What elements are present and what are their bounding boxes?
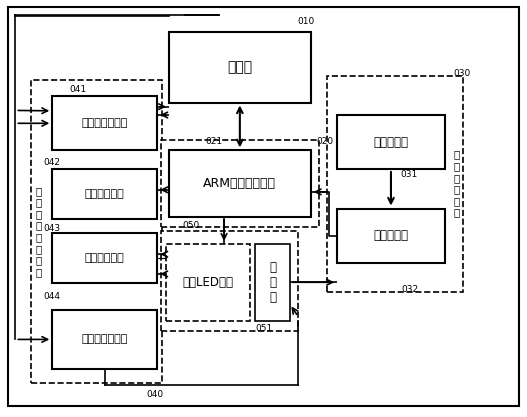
Text: 051: 051 [255,324,272,333]
Bar [31,80,162,383]
Text: 043: 043 [44,224,61,233]
Text: 021: 021 [206,137,223,146]
Bar [52,96,158,150]
Bar [337,115,445,169]
Text: 恒流源控制模块: 恒流源控制模块 [82,118,128,128]
Text: 光谱仪模块: 光谱仪模块 [374,229,408,242]
Text: 加热及温控模块: 加热及温控模块 [82,334,128,344]
Text: 041: 041 [69,85,86,94]
Text: 数据采集模块: 数据采集模块 [85,254,125,264]
Bar [337,208,445,263]
Text: 030: 030 [454,68,471,78]
Text: 042: 042 [44,158,61,167]
Text: 050: 050 [182,221,199,230]
Text: 光
学
测
试
系
统: 光 学 测 试 系 统 [454,150,460,218]
Bar [166,244,250,321]
Text: 010: 010 [298,17,315,25]
Text: 计算机: 计算机 [227,60,252,74]
Bar [169,150,311,217]
Text: 待测LED器件: 待测LED器件 [183,276,234,289]
Bar [169,32,311,103]
Text: ARM控制电路模块: ARM控制电路模块 [203,177,276,190]
Text: 032: 032 [401,285,418,294]
Text: 温度测量模块: 温度测量模块 [85,189,125,199]
Text: 044: 044 [44,292,61,301]
Bar [255,244,290,321]
Bar [52,234,158,283]
Text: 积分球模块: 积分球模块 [374,136,408,148]
Text: 瞬
态
热
学
测
试
系
统: 瞬 态 热 学 测 试 系 统 [35,186,42,277]
Text: 恒
温
槽: 恒 温 槽 [269,261,276,304]
Bar [52,169,158,219]
Text: 031: 031 [400,171,417,179]
Text: 040: 040 [147,390,164,399]
Bar [161,231,298,331]
Bar [327,75,463,291]
Text: 020: 020 [316,137,333,146]
Bar [52,310,158,369]
Bar [161,140,319,227]
